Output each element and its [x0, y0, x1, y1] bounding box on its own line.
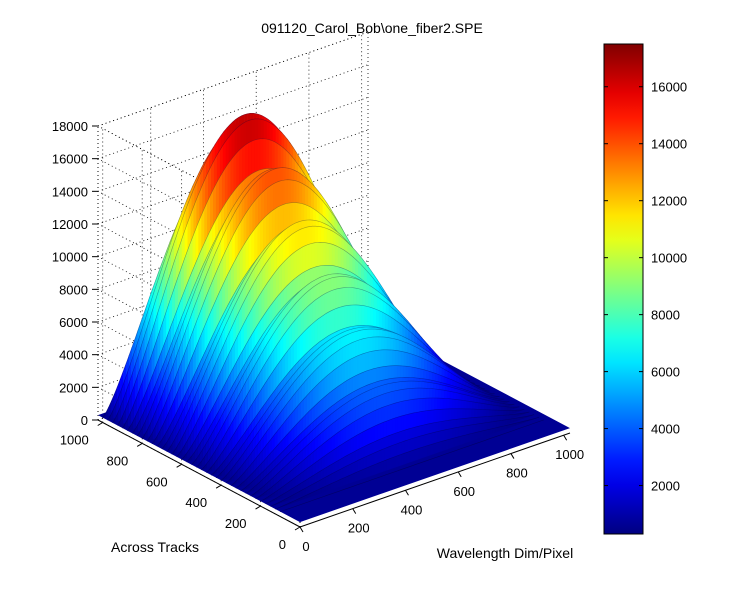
- x-axis-label: Wavelength Dim/Pixel: [437, 545, 573, 561]
- z-tick-label: 2000: [59, 380, 88, 395]
- y-tick-label: 1000: [60, 433, 89, 448]
- x-tick-label: 600: [453, 484, 475, 499]
- z-tick-label: 6000: [59, 315, 88, 330]
- z-tick-label: 14000: [52, 184, 88, 199]
- x-tick-label: 400: [401, 502, 423, 517]
- z-tick-label: 12000: [52, 217, 88, 232]
- z-tick-label: 10000: [52, 250, 88, 265]
- y-tick-label: 200: [225, 516, 247, 531]
- z-tick-label: 16000: [52, 152, 88, 167]
- x-tick-label: 800: [506, 466, 528, 481]
- z-tick-label: 8000: [59, 282, 88, 297]
- y-tick-label: 800: [106, 453, 128, 468]
- axis-box: [97, 419, 571, 528]
- x-tick-label: 1000: [555, 447, 584, 462]
- z-tick-label: 0: [81, 413, 88, 428]
- surface-mesh: [102, 113, 544, 512]
- x-tick-label: 200: [348, 521, 370, 536]
- x-tick-label: 0: [302, 539, 309, 554]
- colorbar-tick-label: 10000: [651, 251, 687, 266]
- colorbar-tick-label: 14000: [651, 137, 687, 152]
- colorbar-ticks: 2000 4000 6000 8000 10000 12000 14000 16000: [604, 80, 687, 494]
- z-axis-ticks: 0 2000 4000 6000 8000 10000 12000 14000 16000 180…: [52, 119, 98, 428]
- chart-title: 091120_Carol_Bob\one_fiber2.SPE: [261, 20, 483, 36]
- colorbar-tick-label: 12000: [651, 194, 687, 209]
- y-tick-label: 600: [146, 474, 168, 489]
- y-tick-label: 0: [279, 537, 286, 552]
- colorbar-tick-label: 8000: [651, 308, 680, 323]
- y-axis-ticks: 0 200 400 600 800 1000: [60, 422, 301, 552]
- z-tick-label: 4000: [59, 348, 88, 363]
- colorbar-gradient: [603, 43, 644, 535]
- colorbar-tick-label: 4000: [651, 422, 680, 437]
- x-axis-ticks: 0 200 400 600 800 1000: [299, 434, 584, 554]
- y-axis-label: Across Tracks: [111, 539, 199, 555]
- colorbar-tick-label: 16000: [651, 80, 687, 95]
- colorbar-tick-label: 2000: [651, 479, 680, 494]
- y-tick-label: 400: [185, 495, 207, 510]
- z-tick-label: 18000: [52, 119, 88, 134]
- colorbar: 2000 4000 6000 8000 10000 12000 14000 16000: [603, 43, 687, 535]
- colorbar-tick-label: 6000: [651, 365, 680, 380]
